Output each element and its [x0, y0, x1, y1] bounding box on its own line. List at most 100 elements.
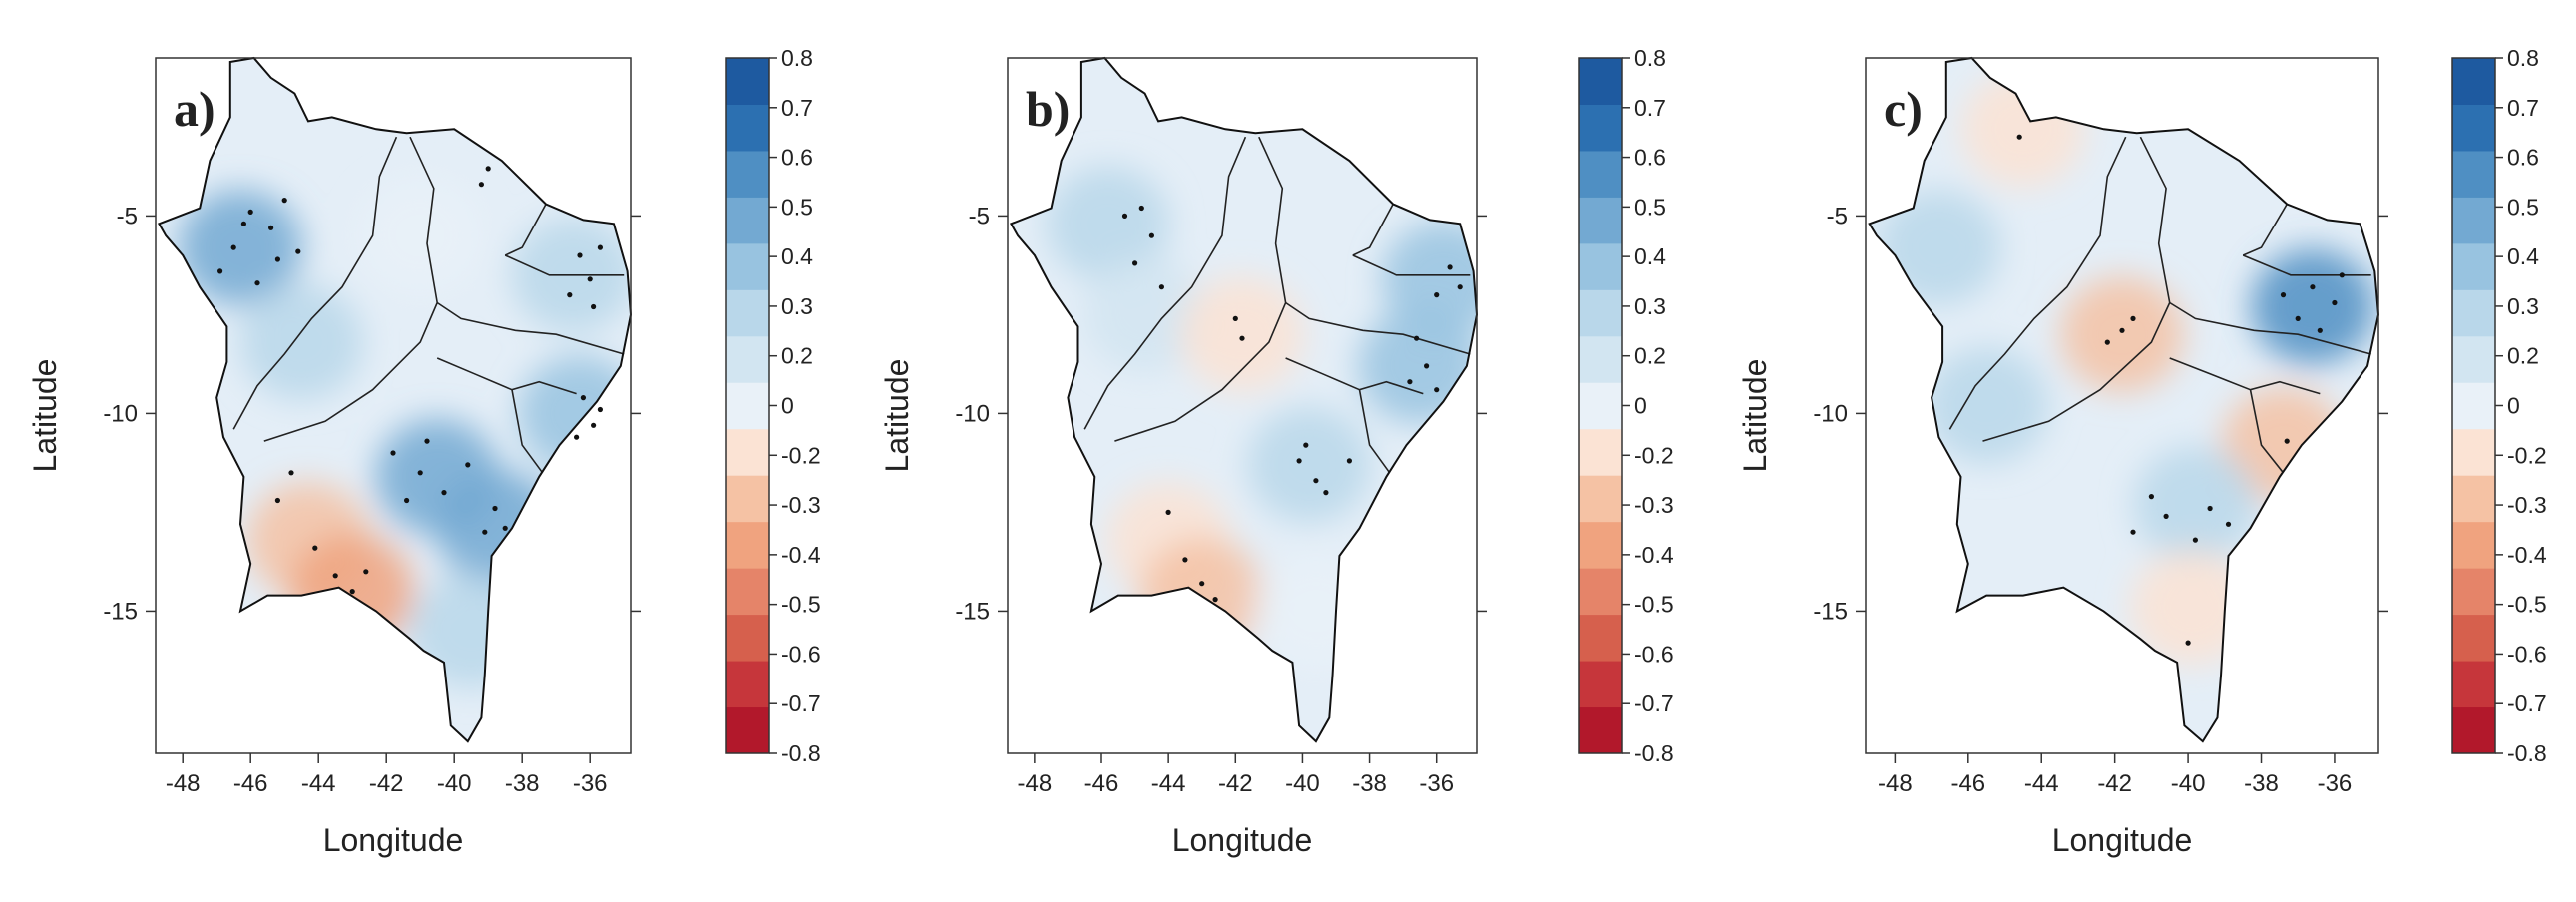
- x-tick-label: -40: [2171, 770, 2206, 797]
- colorbar-label: -0.2: [1634, 442, 1674, 468]
- colorbar-cell: [726, 475, 769, 523]
- stations: [217, 166, 604, 595]
- y-axis-label: Latitude: [879, 359, 915, 473]
- station-point: [240, 221, 246, 226]
- station-point: [2130, 315, 2136, 321]
- y-axis-label: Latitude: [27, 359, 63, 473]
- x-tick-label: -46: [1084, 770, 1119, 797]
- station-point: [2207, 505, 2213, 512]
- state-border: [511, 389, 544, 474]
- station-point: [567, 292, 573, 298]
- station-point: [2104, 339, 2110, 345]
- colorbar-label: -0.7: [1634, 690, 1674, 716]
- colorbar-label: 0.4: [781, 243, 813, 269]
- station-point: [580, 395, 587, 401]
- x-tick-label: -36: [573, 770, 608, 797]
- station-point: [363, 569, 369, 575]
- station-point: [1212, 597, 1218, 603]
- station-point: [1182, 557, 1188, 563]
- state-border: [2249, 389, 2285, 474]
- station-point: [2284, 438, 2290, 444]
- region-east-coast: [1357, 307, 1477, 424]
- station-point: [591, 303, 597, 310]
- colorbar-cell: [1579, 197, 1622, 244]
- colorbar-cell: [2452, 242, 2495, 290]
- colorbar-label: 0: [781, 393, 794, 419]
- colorbar-cell: [726, 58, 769, 105]
- region-southeast: [436, 470, 561, 587]
- colorbar-cell: [2452, 335, 2495, 383]
- y-tick-label: -15: [955, 598, 990, 625]
- colorbar-label: 0: [1634, 393, 1647, 419]
- station-point: [482, 529, 488, 535]
- x-tick-label: -48: [1018, 770, 1053, 797]
- region-north-central: [358, 178, 483, 294]
- station-point: [1323, 490, 1329, 496]
- station-point: [1121, 213, 1128, 219]
- region-northeast: [2250, 248, 2374, 365]
- region-central-south: [2133, 446, 2258, 563]
- state-border: [1358, 389, 1391, 474]
- colorbar-cell: [1579, 58, 1622, 105]
- colorbar-cell: [2452, 568, 2495, 616]
- state-border: [232, 136, 398, 430]
- plot-frame: [1007, 57, 1478, 754]
- colorbar-label: -0.7: [781, 690, 821, 716]
- colorbar-cell: [1579, 568, 1622, 616]
- state-border: [1114, 136, 1287, 442]
- colorbar-cell: [726, 614, 769, 662]
- colorbar-cell: [726, 706, 769, 754]
- x-tick-label: -38: [2244, 770, 2279, 797]
- station-point: [390, 450, 396, 456]
- x-tick-label: -44: [1151, 770, 1186, 797]
- panel-label: c): [1884, 81, 1923, 137]
- station-point: [597, 244, 604, 250]
- state-border: [1948, 136, 2127, 430]
- station-point: [1313, 478, 1319, 484]
- y-tick-label: -10: [955, 400, 990, 427]
- state-border: [2242, 204, 2288, 256]
- station-point: [2016, 134, 2022, 140]
- x-axis-label: Longitude: [2052, 822, 2193, 858]
- station-point: [1165, 509, 1171, 515]
- station-point: [1158, 284, 1164, 290]
- y-tick-label: -5: [969, 203, 990, 229]
- colorbar-cell: [2452, 614, 2495, 662]
- station-point: [2119, 327, 2125, 333]
- colorbar-label: 0.3: [2507, 293, 2539, 319]
- colorbar-label: 0.7: [781, 95, 813, 121]
- panel-b: -48 -46 -44 -42 -40 -38 -36 -5 -10 -15 Longitude La…: [879, 45, 1674, 858]
- station-point: [281, 198, 287, 204]
- region-northwest: [179, 190, 302, 306]
- station-point: [2280, 292, 2287, 298]
- colorbar-label: -0.4: [2507, 542, 2547, 568]
- station-point: [1447, 264, 1453, 270]
- x-tick-label: -40: [437, 770, 472, 797]
- station-point: [332, 573, 338, 579]
- colorbar-label: 0.5: [781, 194, 813, 220]
- colorbar-label: 0.5: [2507, 194, 2539, 220]
- colorbar-cell: [2452, 475, 2495, 523]
- station-point: [268, 225, 274, 230]
- state-border: [436, 301, 625, 355]
- y-axis-label: Latitude: [1737, 359, 1773, 473]
- colorbar-label: 0.6: [1634, 145, 1666, 171]
- region-west-center: [239, 284, 364, 401]
- region-west-center: [1082, 256, 1207, 373]
- colorbar-label: 0.6: [2507, 145, 2539, 171]
- colorbar-cell: [1579, 335, 1622, 383]
- state-border: [1982, 136, 2171, 442]
- station-point: [502, 525, 508, 531]
- station-point: [478, 182, 484, 188]
- station-point: [230, 244, 236, 250]
- colorbar-cell: [726, 289, 769, 337]
- x-tick-label: -44: [2024, 770, 2059, 797]
- state-border: [1083, 136, 1247, 430]
- colorbar-cell: [1579, 104, 1622, 152]
- colorbar-label: -0.4: [781, 542, 821, 568]
- colorbar-label: -0.7: [2507, 690, 2547, 716]
- region-blobs: [1877, 71, 2374, 666]
- colorbar-label: -0.6: [2507, 641, 2547, 667]
- map-fill: [159, 58, 631, 742]
- x-tick-label: -48: [1878, 770, 1913, 797]
